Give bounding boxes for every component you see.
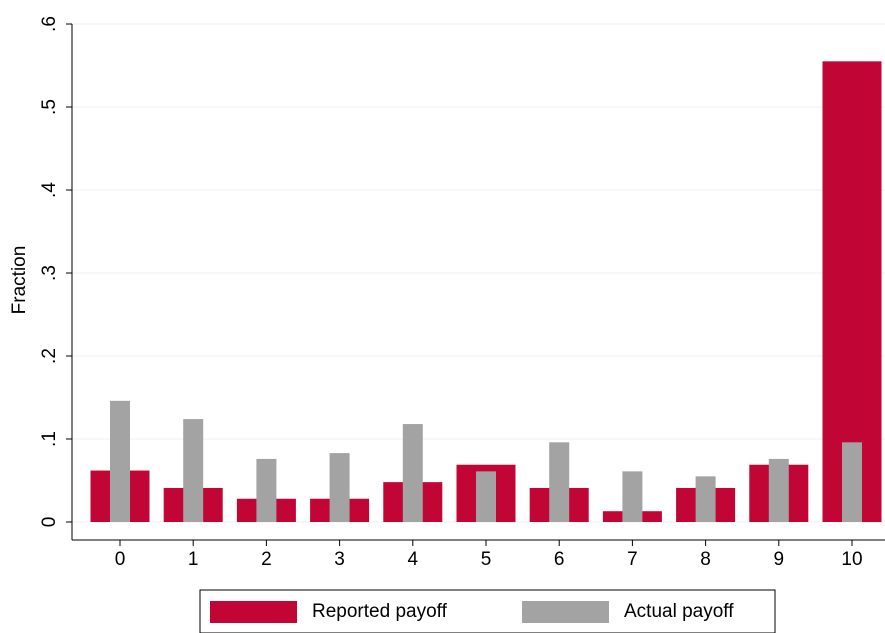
legend-swatch	[210, 601, 297, 623]
legend-swatch	[522, 601, 609, 623]
x-tick-label: 4	[408, 549, 419, 570]
bar	[402, 424, 423, 522]
legend-label: Actual payoff	[624, 601, 734, 622]
y-tick-label: 0	[39, 517, 60, 528]
bar	[549, 442, 570, 522]
y-tick-label: .1	[39, 431, 60, 447]
x-tick-label: 6	[554, 549, 565, 570]
y-tick-label: .5	[39, 99, 60, 115]
bar	[329, 453, 350, 522]
bar	[622, 471, 643, 522]
bar	[842, 442, 862, 522]
bar	[256, 458, 277, 522]
legend-label: Reported payoff	[312, 601, 448, 622]
x-tick-label: 7	[627, 549, 638, 570]
x-tick-label: 5	[481, 549, 492, 570]
y-tick-label: .4	[39, 182, 60, 198]
bar	[476, 471, 496, 522]
x-tick-label: 3	[334, 549, 345, 570]
x-tick-label: 0	[115, 549, 126, 570]
y-tick-label: .6	[39, 16, 60, 32]
bar	[768, 458, 789, 522]
x-tick-label: 10	[841, 549, 862, 570]
x-tick-label: 1	[188, 549, 199, 570]
bar	[695, 476, 716, 522]
y-tick-label: .2	[39, 348, 60, 364]
bar	[110, 400, 130, 522]
bar	[183, 419, 204, 522]
x-tick-label: 2	[261, 549, 272, 570]
x-tick-label: 9	[774, 549, 785, 570]
x-tick-label: 8	[700, 549, 711, 570]
y-tick-label: .3	[39, 265, 60, 281]
y-axis-label: Fraction	[9, 246, 30, 315]
